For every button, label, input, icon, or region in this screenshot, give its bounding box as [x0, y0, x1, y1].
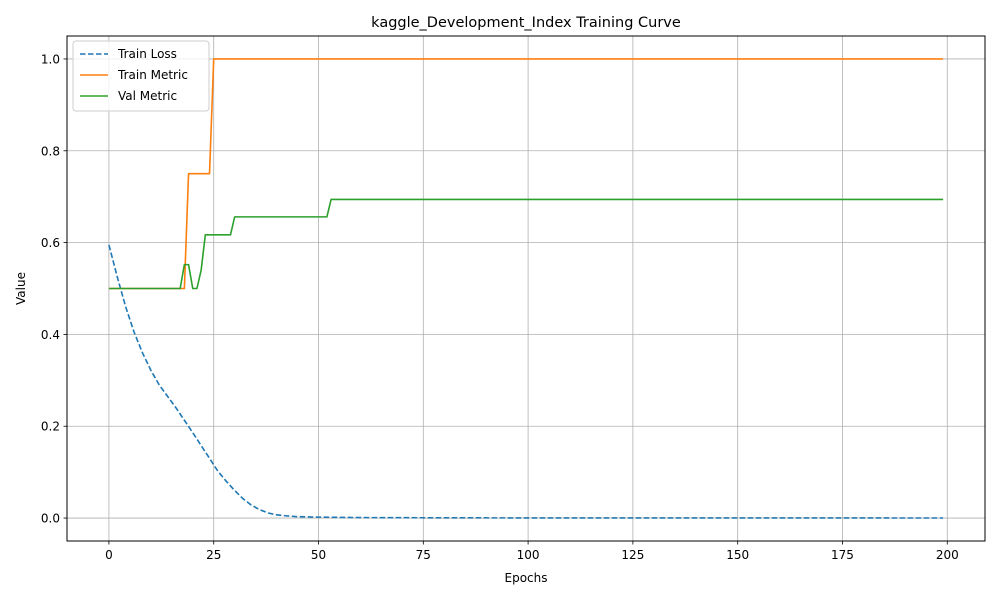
x-tick-label: 0 [105, 548, 113, 562]
series-line-train-loss [108, 244, 944, 519]
x-tick-label: 75 [416, 548, 431, 562]
legend-label-train-metric: Train Metric [117, 68, 188, 82]
y-tick-label: 0.4 [41, 328, 60, 342]
series-line-val-metric [108, 198, 944, 290]
x-tick-label: 25 [206, 548, 221, 562]
x-tick-label: 100 [517, 548, 540, 562]
legend-label-val-metric: Val Metric [118, 89, 177, 103]
y-tick-label: 0.8 [41, 144, 60, 158]
x-tick-label: 50 [311, 548, 326, 562]
y-tick-label: 0.0 [41, 512, 60, 526]
y-tick-label: 1.0 [41, 52, 60, 66]
y-tick-label: 0.2 [41, 420, 60, 434]
chart-title: kaggle_Development_Index Training Curve [371, 15, 681, 31]
y-tick-label: 0.6 [41, 236, 60, 250]
x-tick-label: 150 [726, 548, 749, 562]
legend: Train Loss Train Metric Val Metric [72, 40, 210, 112]
y-axis-label: Value [14, 272, 28, 305]
legend-box [72, 40, 210, 112]
plot-frame [66, 35, 986, 542]
x-tick-label: 125 [621, 548, 644, 562]
legend-label-train-loss: Train Loss [117, 47, 177, 61]
x-axis-label: Epochs [505, 571, 548, 585]
x-tick-label: 200 [936, 548, 959, 562]
x-tick-label: 175 [831, 548, 854, 562]
series-layer [108, 58, 944, 519]
ticks: 0 25 50 75 100 125 150 175 200 0.0 0.2 0.4 0.6 0.8 1.0 [41, 52, 959, 562]
